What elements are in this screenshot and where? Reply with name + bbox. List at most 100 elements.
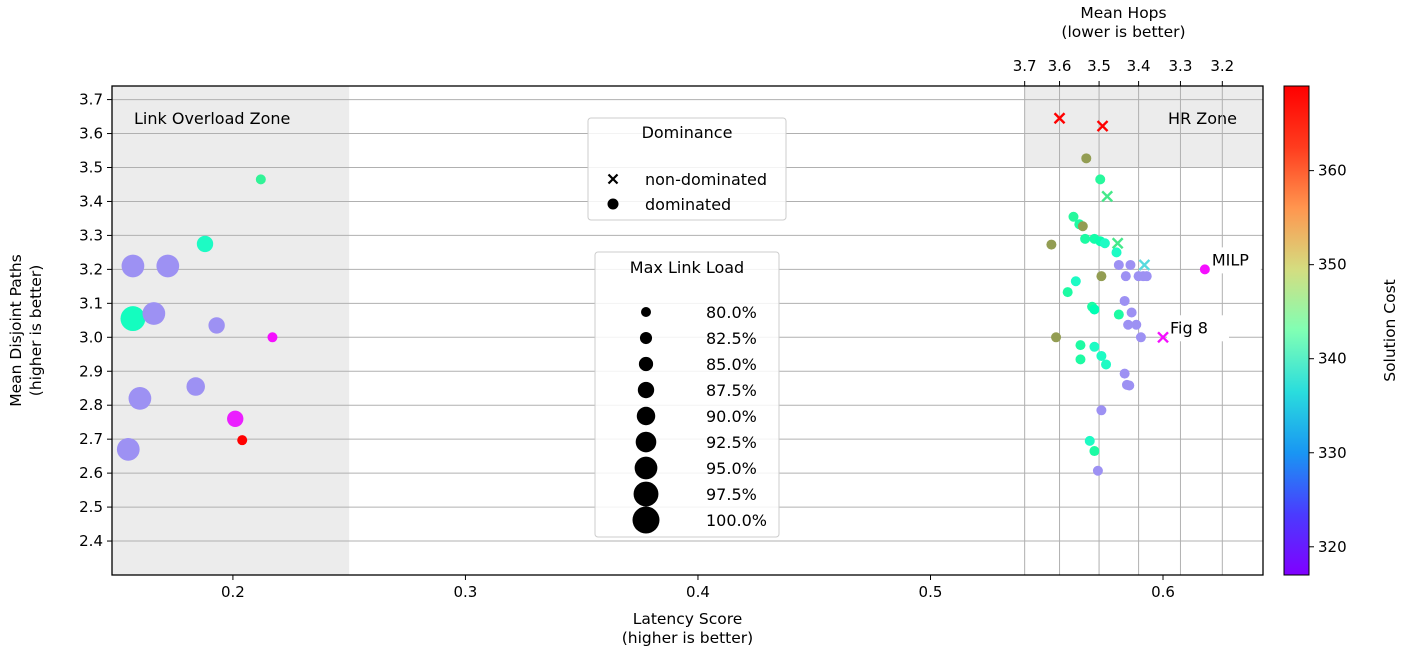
- point-dominated: [1113, 309, 1124, 320]
- annotation-bg: [1167, 315, 1230, 342]
- point-dominated: [267, 332, 278, 343]
- size-legend-label: 100.0%: [706, 511, 767, 530]
- point-dominated: [120, 306, 146, 332]
- point-stroke: [1111, 237, 1124, 250]
- y-axis-title: Mean Disjoint Paths: [7, 254, 25, 407]
- point-stroke: [1053, 112, 1066, 125]
- y-tick-label: 3.0: [79, 328, 103, 346]
- size-legend-marker: [633, 481, 659, 507]
- top-tick-label: 3.4: [1127, 57, 1151, 75]
- axes: 0.2 0.3 0.4 0.5 0.6 2.4 2.5 2.6 2.7 2.8 2.9 3.0 3.1 3…: [7, 4, 1264, 647]
- point-dominated: [1070, 276, 1081, 287]
- legends: Dominance non-dominated dominated Max Link …: [587, 117, 787, 538]
- legend-marker-dot: [607, 198, 619, 210]
- size-legend-label: 85.0%: [706, 355, 757, 374]
- y-tick-label: 2.5: [79, 498, 103, 516]
- point-dominated: [142, 302, 166, 325]
- size-legend-label: 80.0%: [706, 303, 757, 322]
- point-dominated: [1046, 239, 1057, 250]
- dominance-legend-title: Dominance: [642, 123, 733, 142]
- dominance-legend-label: non-dominated: [645, 170, 767, 189]
- point-dominated: [128, 387, 152, 410]
- y-tick-label: 2.7: [79, 430, 103, 448]
- y-axis-subtitle: (higher is better): [27, 265, 45, 396]
- point-dominated: [1075, 354, 1086, 365]
- point-dominated: [1111, 247, 1122, 258]
- size-legend-marker: [638, 356, 654, 372]
- x-tick-label: 0.2: [221, 583, 245, 601]
- y-tick-label: 2.6: [79, 464, 103, 482]
- point-nondominated: [1138, 259, 1151, 271]
- top-tick-label: 3.7: [1013, 57, 1037, 75]
- size-legend-marker: [634, 456, 658, 480]
- y-tick-label: 2.4: [79, 532, 103, 550]
- region-0: [112, 86, 350, 575]
- size-legend-marker: [639, 331, 653, 345]
- y-tick-label: 3.2: [79, 260, 103, 278]
- x-axis-subtitle: (higher is better): [622, 629, 753, 647]
- legend-marker-x: [607, 173, 619, 185]
- point-dominated: [1080, 233, 1091, 244]
- point-nondominated: [1157, 331, 1169, 344]
- point-nondominated: [1096, 120, 1109, 132]
- size-legend-label: 92.5%: [706, 433, 757, 452]
- point-dominated: [1089, 446, 1100, 457]
- point-dominated: [1120, 271, 1131, 282]
- y-tick-label: 3.6: [79, 125, 103, 143]
- point-dominated: [116, 437, 140, 461]
- region-label: HR Zone: [1168, 109, 1237, 128]
- x-tick-label: 0.4: [686, 583, 710, 601]
- point-dominated: [1126, 307, 1137, 318]
- point-dominated: [156, 254, 180, 278]
- point-dominated: [1096, 271, 1107, 282]
- point-dominated: [1124, 380, 1135, 391]
- colorbar-tick-label: 350: [1318, 256, 1347, 274]
- point-dominated: [1096, 350, 1107, 361]
- size-legend-marker: [641, 307, 651, 317]
- point-nondominated: [1053, 112, 1066, 125]
- point-nondominated: [1111, 237, 1124, 250]
- point-stroke: [1138, 259, 1151, 271]
- point-dominated: [186, 377, 205, 396]
- point-dominated: [1101, 359, 1112, 370]
- point-dominated: [208, 317, 225, 334]
- point-dominated: [255, 174, 266, 185]
- annotation-label: Fig 8: [1170, 318, 1208, 337]
- y-tick-label: 3.7: [79, 91, 103, 109]
- x-tick-label: 0.6: [1151, 583, 1175, 601]
- dominance-legend-label: dominated: [645, 195, 731, 214]
- point-stroke: [1157, 331, 1169, 344]
- point-dominated: [1077, 221, 1088, 232]
- point-dominated: [121, 254, 145, 278]
- top-tick-label: 3.5: [1087, 57, 1111, 75]
- point-dominated: [1119, 295, 1130, 306]
- point-stroke: [1101, 190, 1114, 203]
- point-dominated: [1113, 259, 1124, 270]
- point-dominated: [1135, 332, 1146, 343]
- point-dominated: [1081, 153, 1092, 164]
- point-nondominated: [1101, 190, 1114, 203]
- size-legend-label: 97.5%: [706, 485, 757, 504]
- point-dominated: [1051, 332, 1062, 343]
- x-tick-label: 0.5: [919, 583, 943, 601]
- top-tick-label: 3.3: [1169, 57, 1193, 75]
- y-tick-label: 3.4: [79, 192, 103, 210]
- y-tick-label: 2.9: [79, 362, 103, 380]
- data-points: MILP Fig 8: [116, 112, 1261, 476]
- colorbar: 320 330 340 350 360 Solution Cost: [1283, 85, 1399, 576]
- colorbar-tick-label: 360: [1318, 162, 1347, 180]
- y-tick-label: 3.5: [79, 159, 103, 177]
- size-legend-marker: [632, 506, 660, 534]
- point-dominated: [1062, 287, 1073, 298]
- plot-frame: [111, 85, 1264, 576]
- point-dominated: [1125, 259, 1136, 270]
- point-dominated: [237, 435, 248, 446]
- colorbar-gradient: [1283, 85, 1310, 576]
- colorbar-tick-label: 320: [1318, 538, 1347, 556]
- top-axis-title: Mean Hops: [1080, 4, 1166, 22]
- size-legend-marker: [636, 406, 656, 426]
- annotation-bg: [1208, 247, 1261, 274]
- point-dominated: [1123, 319, 1134, 330]
